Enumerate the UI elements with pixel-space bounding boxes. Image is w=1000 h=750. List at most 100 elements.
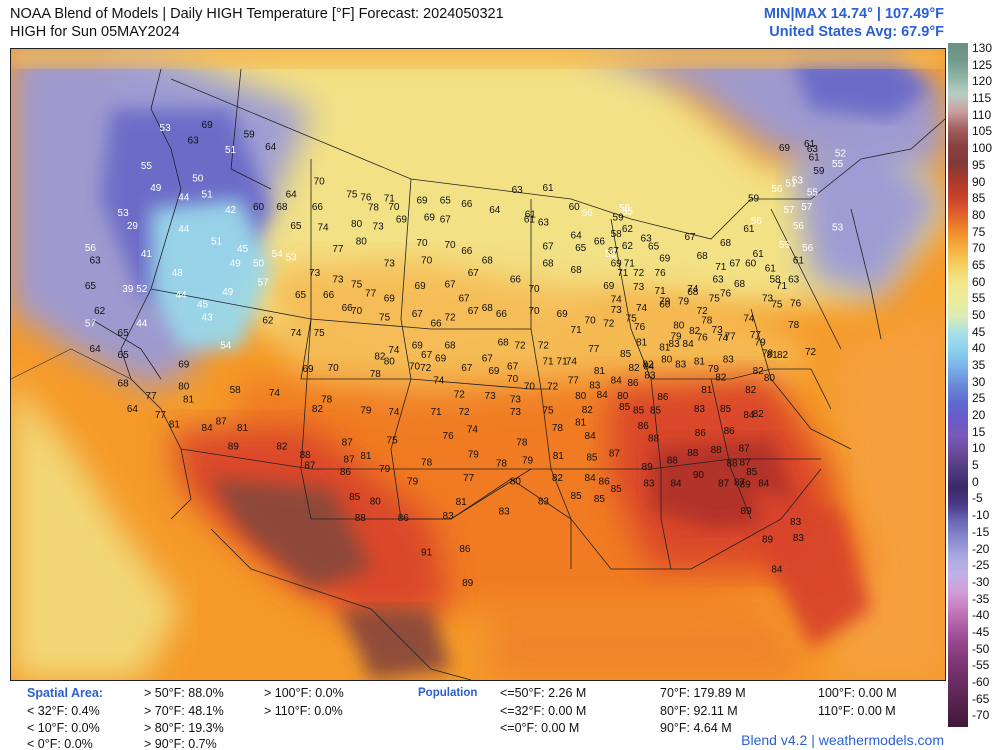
temperature-label: 71: [557, 357, 569, 368]
temperature-label: 63: [512, 185, 524, 196]
temperature-label: 53: [160, 123, 172, 134]
color-scale-tick-label: 15: [972, 424, 986, 439]
temperature-label: 55: [807, 187, 819, 198]
temperature-label: 74: [687, 284, 699, 295]
color-scale-tick-label: -35: [972, 591, 990, 606]
temperature-label: 65: [648, 242, 660, 253]
temperature-label: 56: [582, 208, 594, 219]
color-scale-tick-label: -65: [972, 691, 990, 706]
temperature-label: 57: [801, 202, 813, 213]
temperature-label: 39: [122, 284, 134, 295]
temperature-label: 62: [262, 316, 274, 327]
population-title: Population: [418, 687, 478, 699]
temperature-label: 85: [594, 494, 606, 505]
temperature-label: 63: [641, 234, 653, 245]
temperature-label: 44: [136, 319, 148, 330]
min-max-readout: MIN|MAX 14.74° | 107.49°F: [763, 6, 944, 22]
temperature-label: 87: [216, 416, 228, 427]
temperature-label: 44: [178, 224, 190, 235]
temperature-label: 73: [611, 305, 623, 316]
color-scale-tick-label: 45: [972, 324, 986, 339]
stat-population: 100°F: 0.00 M: [818, 686, 897, 700]
footer-credit[interactable]: Blend v4.2 | weathermodels.com: [741, 732, 944, 748]
temperature-label: 81: [575, 418, 587, 429]
temperature-label: 44: [175, 290, 187, 301]
temperature-label: 70: [507, 374, 519, 385]
temperature-label: 58: [611, 229, 623, 240]
temperature-label: 61: [525, 210, 537, 221]
temperature-label: 79: [360, 406, 372, 417]
temperature-label: 86: [627, 378, 639, 389]
temperature-label: 76: [634, 322, 646, 333]
temperature-label: 75: [626, 314, 638, 325]
temperature-label: 63: [807, 144, 819, 155]
temperature-label: 70: [528, 284, 540, 295]
temperature-label: 55: [832, 159, 844, 170]
temperature-label: 80: [384, 357, 396, 368]
temperature-label: 51: [211, 237, 223, 248]
color-scale-tick-label: -25: [972, 558, 990, 573]
temperature-label: 61: [743, 224, 755, 235]
temperature-label: 67: [684, 232, 696, 243]
temperature-label: 69: [416, 196, 428, 207]
temperature-label: 77: [568, 375, 580, 386]
temperature-label: 89: [228, 442, 240, 453]
temperature-label: 67: [468, 268, 480, 279]
color-scale-tick-label: 60: [972, 274, 986, 289]
temperature-label: 81: [360, 451, 372, 462]
temperature-label: 44: [178, 192, 190, 203]
temperature-label: 71: [430, 407, 442, 418]
temperature-label: 57: [783, 205, 795, 216]
temperature-label: 85: [720, 404, 732, 415]
temperature-label: 74: [636, 303, 648, 314]
temperature-label: 78: [701, 316, 713, 327]
temperature-label: 55: [141, 161, 153, 172]
temperature-label: 69: [488, 366, 500, 377]
temperature-label: 83: [723, 355, 735, 366]
temperature-label: 62: [94, 306, 106, 317]
temperature-label: 70: [444, 240, 456, 251]
temperature-label: 66: [594, 237, 606, 248]
temperature-label: 82: [312, 404, 324, 415]
temperature-label: 81: [694, 357, 706, 368]
temperature-label: 79: [708, 364, 720, 375]
temperature-label: 64: [489, 205, 501, 216]
temperature-label: 80: [764, 373, 776, 384]
temperature-map[interactable]: 53 69 63 51 50 59 64 55 49 44 51 42 60 53 29 44 51 45 54 50…: [10, 48, 946, 681]
temperature-label: 43: [202, 312, 214, 323]
color-scale-tick-label: -55: [972, 658, 990, 673]
temperature-label: 66: [461, 246, 473, 257]
color-scale-tick-label: 40: [972, 341, 986, 356]
color-scale-tick-label: 75: [972, 224, 986, 239]
temperature-label: 68: [498, 338, 510, 349]
temperature-label: 91: [421, 548, 433, 559]
temperature-label: 72: [420, 363, 432, 374]
stat-population: 110°F: 0.00 M: [818, 704, 896, 718]
temperature-label: 81: [553, 451, 565, 462]
temperature-label: 69: [302, 364, 314, 375]
stat-population: <=0°F: 0.00 M: [500, 721, 580, 735]
temperature-label: 72: [454, 389, 466, 400]
temperature-label: 81: [636, 338, 648, 349]
temperature-label: 78: [421, 458, 433, 469]
temperature-label: 75: [387, 435, 399, 446]
color-scale-tick-label: -15: [972, 524, 990, 539]
temperature-label: 80: [661, 355, 673, 366]
temperature-label: 70: [421, 256, 433, 267]
stat-spatial: > 70°F: 48.1%: [144, 704, 224, 718]
temperature-label: 67: [608, 246, 620, 257]
temperature-label: 56: [802, 243, 814, 254]
temperature-label: 86: [398, 513, 410, 524]
temperature-label: 71: [624, 259, 636, 270]
temperature-label: 73: [309, 268, 321, 279]
stat-population: 80°F: 92.11 M: [660, 704, 738, 718]
temperature-label: 82: [753, 366, 765, 377]
color-scale-tick-label: 55: [972, 291, 986, 306]
temperature-label: 70: [328, 363, 340, 374]
temperature-label: 53: [832, 223, 844, 234]
temperature-label: 79: [407, 476, 419, 487]
temperature-label: 74: [317, 223, 329, 234]
color-scale-tick-label: 30: [972, 374, 986, 389]
color-scale-tick-label: 105: [972, 124, 993, 139]
